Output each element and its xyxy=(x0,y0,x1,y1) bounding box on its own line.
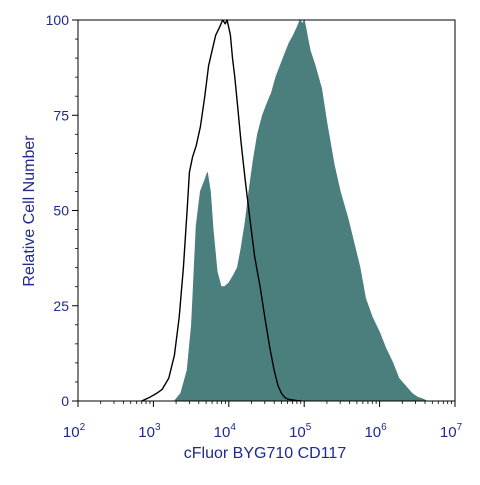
x-tick-label: 104 xyxy=(214,422,237,441)
series-layer xyxy=(141,18,429,402)
stained-histogram-area xyxy=(173,18,429,402)
y-tick-label: 75 xyxy=(53,107,69,123)
x-tick-label: 102 xyxy=(63,422,86,441)
x-tick-label: 105 xyxy=(289,422,312,441)
x-tick-label: 103 xyxy=(138,422,161,441)
y-axis-label: Relative Cell Number xyxy=(21,135,38,287)
y-tick-label: 50 xyxy=(53,203,69,219)
y-tick-label: 100 xyxy=(46,12,70,28)
axes-layer: 102 103 104 105 106 107 0 25 50 75 100 xyxy=(46,12,463,441)
x-tick-label: 106 xyxy=(364,422,387,441)
y-tick-label: 25 xyxy=(53,298,69,314)
x-tick-label: 107 xyxy=(440,422,463,441)
x-axis-label: cFluor BYG710 CD117 xyxy=(184,445,347,462)
y-tick-label: 0 xyxy=(61,393,69,409)
